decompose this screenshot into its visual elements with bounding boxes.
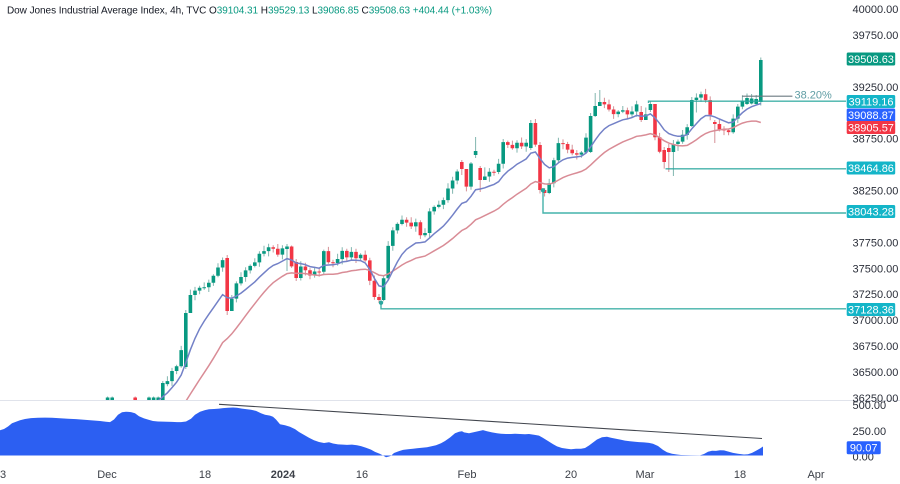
svg-text:250.00: 250.00 [853,426,887,438]
svg-text:16: 16 [356,469,368,481]
svg-text:37750.00: 37750.00 [853,237,899,249]
svg-text:2024: 2024 [271,469,296,481]
svg-text:Dow Jones Industrial Average I: Dow Jones Industrial Average Index, 4h, … [7,6,492,17]
svg-text:Mar: Mar [636,469,655,481]
svg-text:3: 3 [0,469,6,481]
svg-text:38043.28: 38043.28 [848,207,894,219]
svg-text:38250.00: 38250.00 [853,186,899,198]
svg-text:18: 18 [734,469,746,481]
svg-text:38905.57: 38905.57 [848,123,894,135]
svg-text:36750.00: 36750.00 [853,341,899,353]
svg-text:37250.00: 37250.00 [853,289,899,301]
svg-text:Dec: Dec [97,469,117,481]
svg-text:38464.86: 38464.86 [848,163,894,175]
svg-text:90.07: 90.07 [850,443,878,455]
svg-text:39250.00: 39250.00 [853,82,899,94]
svg-text:Feb: Feb [458,469,477,481]
svg-text:40000.00: 40000.00 [853,4,899,16]
svg-text:37000.00: 37000.00 [853,315,899,327]
svg-text:500.00: 500.00 [853,400,887,412]
svg-text:0.00: 0.00 [853,452,874,464]
svg-text:37500.00: 37500.00 [853,263,899,275]
svg-text:38750.00: 38750.00 [853,134,899,146]
svg-text:36500.00: 36500.00 [853,367,899,379]
svg-text:20: 20 [565,469,577,481]
svg-text:39088.87: 39088.87 [848,110,894,122]
svg-text:39119.16: 39119.16 [848,97,893,109]
svg-text:39750.00: 39750.00 [853,30,899,42]
svg-text:36250.00: 36250.00 [853,393,899,405]
svg-text:38.20%: 38.20% [795,89,833,101]
svg-text:37128.36: 37128.36 [848,305,894,317]
svg-text:18: 18 [199,469,211,481]
svg-text:Apr: Apr [807,469,824,481]
svg-text:39508.63: 39508.63 [848,54,894,66]
